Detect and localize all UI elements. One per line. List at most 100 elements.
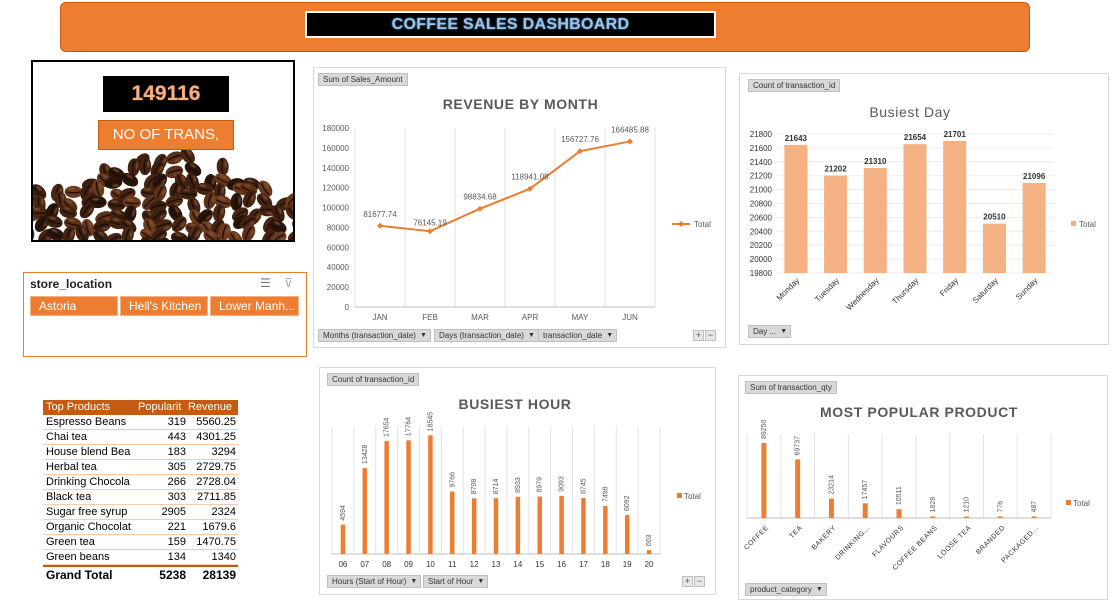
popular-product-chart-panel: Sum of transaction_qty MOST POPULAR PROD… <box>738 375 1108 600</box>
data-label: 17457 <box>862 480 869 500</box>
coffee-bean <box>230 193 243 212</box>
table-row[interactable]: Black tea 303 2711.85 <box>43 490 238 505</box>
busiest-hour-chart-title: BUSIEST HOUR <box>458 396 572 412</box>
slicer-item-hells-kitchen[interactable]: Hell's Kitchen <box>120 296 208 316</box>
start-of-hour-filter-button[interactable]: Start of Hour <box>423 575 489 588</box>
hours-filter-button[interactable]: Hours (Start of Hour) <box>327 575 422 588</box>
x-tick-label: Friday <box>938 276 960 298</box>
x-tick-label: 12 <box>470 560 479 569</box>
product-category-filter-button[interactable]: product_category <box>745 583 827 596</box>
hour-collapse-button[interactable]: − <box>694 576 705 587</box>
revenue-cell: 1340 <box>211 551 236 563</box>
hour-bar <box>646 550 652 554</box>
busiest-day-bar-chart: 19800 20000 20200 20400 20600 20800 21000 21200… <box>750 130 1096 312</box>
popular-product-field-tag: Sum of transaction_qty <box>745 381 837 394</box>
revenue-cell: 2729.75 <box>196 461 236 473</box>
coffee-bean <box>212 203 226 222</box>
data-label: 1828 <box>930 497 937 513</box>
table-row[interactable]: Sugar free syrup 2905 2324 <box>43 505 238 520</box>
expand-button[interactable]: + <box>693 330 704 341</box>
months-filter-button[interactable]: Months (transaction_date) <box>318 329 431 342</box>
revenue-cell: 2711.85 <box>197 491 236 503</box>
day-bar <box>824 175 848 273</box>
popular-product-chart-title: MOST POPULAR PRODUCT <box>820 404 1018 420</box>
coffee-bean <box>185 236 199 240</box>
coffee-bean <box>105 240 119 242</box>
hour-expand-button[interactable]: + <box>682 576 693 587</box>
multi-select-icon[interactable]: ☰ <box>260 276 271 290</box>
table-row[interactable]: Drinking Chocola 266 2728.04 <box>43 475 238 490</box>
product-name-cell: Green tea <box>46 536 95 548</box>
slicer-item-lower-manhattan[interactable]: Lower Manh... <box>210 296 299 316</box>
popularity-cell: 443 <box>167 431 186 443</box>
slicer-item-astoria[interactable]: Astoria <box>30 296 118 316</box>
data-label: 21701 <box>944 130 967 139</box>
revenue-cell: 2324 <box>211 506 236 518</box>
y-tick-label: 21600 <box>750 144 773 153</box>
coffee-bean <box>75 225 89 240</box>
collapse-button[interactable]: − <box>705 330 716 341</box>
y-tick-label: 21800 <box>750 130 773 139</box>
y-tick-label: 20000 <box>327 283 350 292</box>
revenue-chart-title: REVENUE BY MONTH <box>442 96 599 112</box>
slicer-title: store_location <box>30 277 113 291</box>
y-tick-label: 100000 <box>322 204 349 213</box>
product-bar <box>930 516 936 518</box>
coffee-bean <box>203 191 217 210</box>
coffee-bean <box>121 226 134 240</box>
revenue-cell: 1679.6 <box>202 521 236 533</box>
revenue-field-tag: Sum of Sales_Amount <box>318 73 408 86</box>
hour-bar <box>537 496 542 554</box>
table-row[interactable]: Chai tea 443 4301.25 <box>43 430 238 445</box>
data-label: 21310 <box>864 157 887 166</box>
x-tick-label: JUN <box>622 313 638 322</box>
pivot-grand-total-row: Grand Total 5238 28139 <box>43 565 238 582</box>
popularity-cell: 305 <box>167 461 186 473</box>
x-tick-label: 11 <box>448 560 457 569</box>
hour-bar <box>384 441 389 554</box>
coffee-bean <box>228 230 243 240</box>
busiest-hour-field-tag: Count of transaction_id <box>327 373 420 386</box>
coffee-bean <box>285 192 293 208</box>
store-location-slicer: store_location ☰ ⊽ Astoria Hell's Kitche… <box>23 272 307 357</box>
product-name-cell: Chai tea <box>46 431 87 443</box>
table-row[interactable]: Espresso Beans 319 5560.25 <box>43 415 238 430</box>
hour-bar <box>428 435 433 554</box>
table-row[interactable]: Organic Chocolat 221 1679.6 <box>43 520 238 535</box>
table-row[interactable]: House blend Bea 183 3294 <box>43 445 238 460</box>
x-tick-label: 20 <box>645 560 654 569</box>
product-bar <box>862 503 868 518</box>
data-label: 98834.68 <box>463 193 497 202</box>
x-tick-label: Sunday <box>1014 276 1040 302</box>
coffee-bean <box>241 224 256 240</box>
popularity-cell: 303 <box>167 491 186 503</box>
hour-bar <box>603 506 608 554</box>
table-row[interactable]: Herbal tea 305 2729.75 <box>43 460 238 475</box>
coffee-bean <box>122 196 141 209</box>
x-tick-label: LOOSE TEA <box>937 524 973 560</box>
table-row[interactable]: Green beans 134 1340 <box>43 550 238 565</box>
legend-label: Total <box>1079 220 1096 229</box>
table-row[interactable]: Green tea 159 1470.75 <box>43 535 238 550</box>
x-tick-label: COFFEE <box>743 524 770 551</box>
coffee-bean <box>59 205 77 219</box>
x-tick-label: Thursday <box>890 276 920 306</box>
y-tick-label: 21000 <box>750 186 773 195</box>
days-filter-button[interactable]: Days (transaction_date) <box>434 329 539 342</box>
y-tick-label: 0 <box>345 303 350 312</box>
legend-marker <box>677 493 682 498</box>
popularity-cell: 319 <box>167 416 186 428</box>
x-tick-label: PACKAGED... <box>1000 524 1040 564</box>
pivot-header-row: Top Products ⊤ Popularit Revenue <box>43 400 238 415</box>
legend-marker <box>1066 500 1071 505</box>
legend-label: Total <box>694 220 711 229</box>
day-filter-button[interactable]: Day ... <box>748 325 792 338</box>
coffee-bean <box>287 229 293 240</box>
transaction-date-filter-button[interactable]: transaction_date <box>538 329 618 342</box>
data-label: 7498 <box>602 486 609 502</box>
product-bar <box>828 498 834 518</box>
coffee-bean <box>269 220 287 234</box>
clear-filter-icon[interactable]: ⊽ <box>284 276 293 290</box>
coffee-bean <box>121 173 139 187</box>
grand-total-label: Grand Total <box>46 568 113 582</box>
